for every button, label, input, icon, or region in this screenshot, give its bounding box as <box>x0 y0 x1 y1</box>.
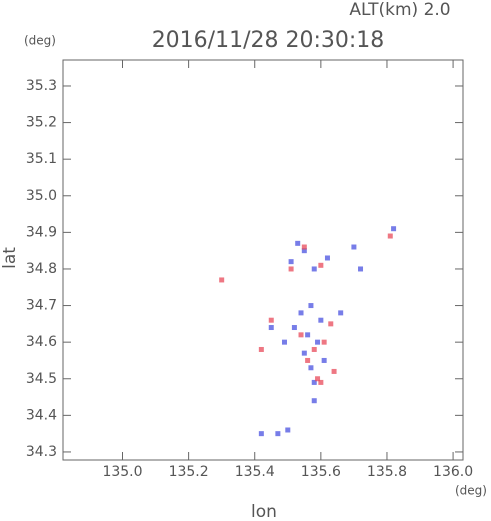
y-tick-label: 35.1 <box>26 151 57 167</box>
x-tick-label: 135.6 <box>301 464 341 480</box>
y-tick-label: 34.4 <box>26 407 57 423</box>
y-unit: (deg) <box>24 34 56 48</box>
data-point <box>387 233 393 239</box>
data-point <box>288 266 294 272</box>
x-tick-label: 135.8 <box>367 464 407 480</box>
data-point <box>311 346 317 352</box>
x-axis-label: lon <box>251 502 277 521</box>
data-point <box>331 368 337 374</box>
data-point <box>328 321 334 327</box>
data-point <box>219 277 225 283</box>
data-point <box>318 379 324 385</box>
altitude-annotation: ALT(km) 2.0 <box>349 0 450 20</box>
data-point <box>311 398 317 404</box>
y-tick-label: 35.3 <box>26 78 57 94</box>
y-tick-label: 34.3 <box>26 444 57 460</box>
data-point <box>351 244 357 250</box>
data-point <box>311 266 317 272</box>
data-point <box>305 332 311 338</box>
data-point <box>288 259 294 265</box>
data-point <box>268 317 274 323</box>
x-tick-label: 135.0 <box>102 464 142 480</box>
data-point <box>321 339 327 345</box>
data-point <box>321 357 327 363</box>
x-tick-label: 135.2 <box>169 464 209 480</box>
x-tick-label: 135.4 <box>235 464 275 480</box>
y-tick-label: 34.6 <box>26 334 57 350</box>
data-point <box>285 427 291 433</box>
y-tick-label: 34.8 <box>26 261 57 277</box>
data-point <box>308 303 314 309</box>
data-point <box>298 332 304 338</box>
data-point <box>338 310 344 316</box>
y-axis-label: lat <box>0 247 20 269</box>
data-point <box>281 339 287 345</box>
data-point <box>258 346 264 352</box>
y-tick-label: 34.9 <box>26 224 57 240</box>
data-point <box>318 262 324 268</box>
y-tick-label: 34.5 <box>26 371 57 387</box>
data-point <box>301 244 307 250</box>
data-point <box>301 350 307 356</box>
data-point <box>315 376 321 382</box>
data-point <box>391 226 397 232</box>
y-tick-label: 35.2 <box>26 115 57 131</box>
y-tick-label: 34.7 <box>26 298 57 314</box>
data-point <box>295 240 301 246</box>
chart-title: 2016/11/28 20:30:18 <box>152 28 385 53</box>
data-point <box>298 310 304 316</box>
data-point <box>268 325 274 331</box>
data-point <box>275 431 281 437</box>
data-point <box>324 255 330 261</box>
y-tick-label: 35.0 <box>26 188 57 204</box>
data-point <box>258 431 264 437</box>
data-point <box>315 339 321 345</box>
x-tick-label: 136.0 <box>433 464 473 480</box>
data-point <box>318 317 324 323</box>
data-point <box>301 248 307 254</box>
plot-frame <box>62 59 464 461</box>
data-point <box>308 365 314 371</box>
x-unit: (deg) <box>455 484 487 498</box>
data-point <box>291 325 297 331</box>
data-point <box>311 379 317 385</box>
data-point <box>305 357 311 363</box>
data-point <box>358 266 364 272</box>
